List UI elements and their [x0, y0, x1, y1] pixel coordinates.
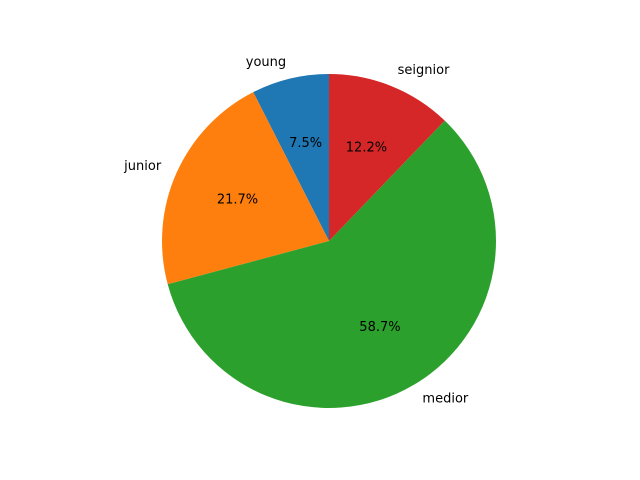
slice-percent-seignior: 12.2% [346, 141, 387, 156]
pie-slice-seignior [329, 74, 445, 241]
pie-slice-young [253, 74, 329, 241]
slice-percent-young: 7.5% [289, 136, 322, 151]
slice-label-seignior: seignior [398, 63, 450, 78]
slice-percent-junior: 21.7% [217, 193, 258, 208]
pie-slice-medior [167, 120, 496, 408]
pie-slice-junior [162, 92, 329, 285]
slice-percent-medior: 58.7% [359, 320, 400, 335]
slice-label-junior: junior [123, 159, 162, 174]
pie-slices [162, 74, 496, 408]
pie-labels: young 7.5% junior 21.7% medior 58.7% seignior 1… [123, 55, 469, 407]
slice-label-young: young [246, 55, 286, 70]
slice-label-medior: medior [422, 392, 468, 407]
